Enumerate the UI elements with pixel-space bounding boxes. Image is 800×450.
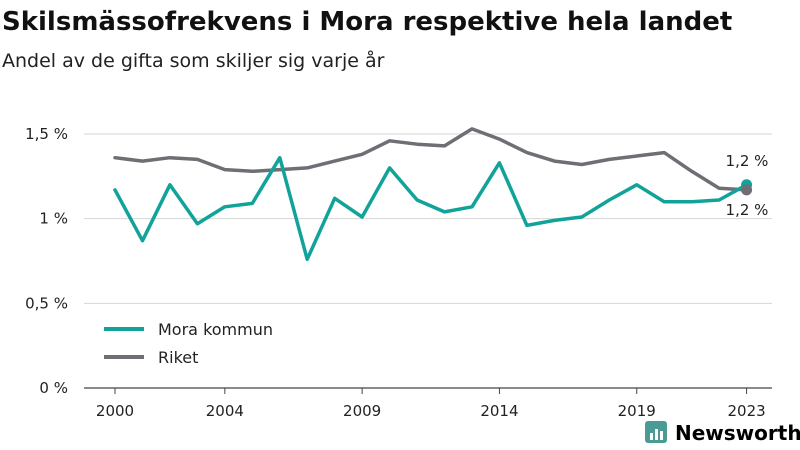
y-tick-label: 1 %: [39, 210, 68, 228]
y-tick-label: 1,5 %: [25, 125, 68, 143]
series-line-riket: [113, 127, 749, 192]
newsworthy-icon-bar: [655, 429, 658, 440]
x-tick-label: 2023: [727, 402, 765, 420]
end-label-mora: 1,2 %: [726, 152, 769, 170]
newsworthy-icon-bar: [650, 433, 653, 440]
x-axis: 2000 2004 2009 2014 2019 2023: [96, 388, 766, 420]
x-tick-label: 2019: [618, 402, 656, 420]
newsworthy-icon-bar: [660, 431, 663, 440]
y-tick-label: 0 %: [39, 379, 68, 397]
y-axis: 0 % 0,5 % 1 % 1,5 %: [25, 125, 68, 397]
newsworthy-logo: Newsworthy: [645, 421, 800, 445]
legend: Mora kommun Riket: [104, 320, 273, 367]
x-tick-label: 2004: [206, 402, 244, 420]
series-lines: [113, 127, 749, 262]
x-tick-label: 2000: [96, 402, 134, 420]
end-points: 1,2 % 1,2 %: [726, 152, 769, 219]
chart-title: Skilsmässofrekvens i Mora respektive hel…: [2, 7, 732, 37]
legend-label-mora: Mora kommun: [158, 320, 273, 339]
legend-label-riket: Riket: [158, 348, 198, 367]
newsworthy-wordmark: Newsworthy: [675, 421, 800, 445]
y-tick-label: 0,5 %: [25, 294, 68, 312]
gridlines: [84, 133, 772, 389]
x-tick-label: 2009: [343, 402, 381, 420]
end-point-riket: [741, 184, 753, 196]
series-line-mora: [113, 155, 749, 262]
x-tick-label: 2014: [480, 402, 518, 420]
end-label-riket: 1,2 %: [726, 201, 769, 219]
chart-subtitle: Andel av de gifta som skiljer sig varje …: [2, 49, 385, 72]
